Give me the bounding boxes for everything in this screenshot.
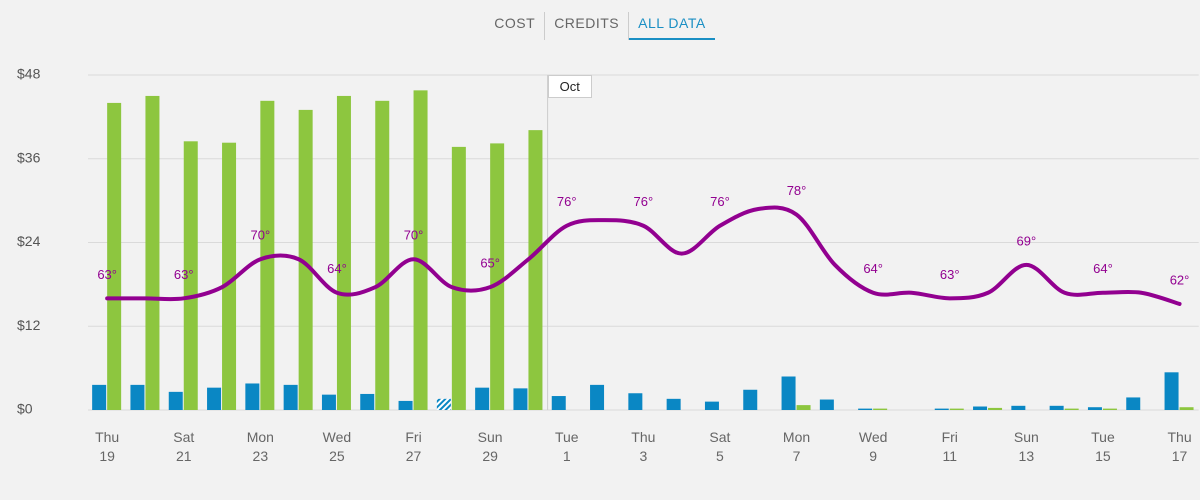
bar <box>934 408 949 410</box>
bar <box>283 384 298 410</box>
tab[interactable]: CREDITS <box>545 12 630 40</box>
bar <box>1049 405 1064 410</box>
bar <box>873 408 888 410</box>
bar <box>183 141 198 411</box>
bar <box>298 109 313 410</box>
bar <box>973 406 988 410</box>
data-label: 63° <box>97 267 117 282</box>
y-tick-label: $48 <box>17 66 41 82</box>
y-tick-label: $0 <box>17 401 33 417</box>
data-label: 70° <box>251 228 271 243</box>
bar <box>321 394 336 410</box>
bar <box>222 142 237 410</box>
x-tick-label: Mon 7 <box>782 429 811 464</box>
bar <box>513 388 528 410</box>
y-tick-label: $12 <box>17 317 41 333</box>
x-tick-label: Sun 13 <box>1013 429 1039 464</box>
data-label: 64° <box>863 261 883 276</box>
data-label: 70° <box>404 228 424 243</box>
bar <box>336 95 351 410</box>
bar <box>988 407 1003 410</box>
bar <box>704 401 719 410</box>
data-label: 69° <box>1017 233 1037 248</box>
bar <box>949 408 964 410</box>
bar <box>1126 397 1141 410</box>
bar <box>628 393 643 410</box>
y-tick-label: $36 <box>17 149 41 165</box>
bar <box>1179 407 1194 410</box>
x-tick-label: Sat 5 <box>709 429 731 464</box>
bar <box>436 398 451 410</box>
x-tick-label: Thu 19 <box>95 429 120 464</box>
y-tick-label: $24 <box>17 233 41 249</box>
bar <box>528 130 543 410</box>
bar <box>360 393 375 410</box>
data-label: 65° <box>480 256 500 271</box>
bar <box>145 95 160 410</box>
x-tick-label: Thu 17 <box>1167 429 1192 464</box>
bar <box>590 384 605 410</box>
bar <box>207 387 222 410</box>
data-label: 64° <box>327 261 347 276</box>
bar <box>107 102 122 411</box>
month-marker: Oct <box>547 75 592 98</box>
x-tick-label: Thu 3 <box>631 429 656 464</box>
data-label: 63° <box>940 267 960 282</box>
bar <box>1011 405 1026 410</box>
bar <box>130 384 145 410</box>
bar <box>858 408 873 410</box>
bar <box>413 90 428 411</box>
bar <box>666 398 681 410</box>
data-label: 78° <box>787 183 807 198</box>
x-tick-label: Tue 15 <box>1091 429 1115 464</box>
bar <box>1064 408 1079 410</box>
x-tick-label: Fri 11 <box>941 429 958 464</box>
temperature-line <box>105 205 1182 306</box>
x-tick-label: Wed 25 <box>322 429 352 464</box>
x-tick-label: Wed 9 <box>858 429 888 464</box>
bar <box>475 387 490 410</box>
bar <box>743 389 758 410</box>
tab[interactable]: COST <box>485 12 546 40</box>
x-tick-label: Tue 1 <box>554 429 579 464</box>
data-label: 63° <box>174 267 194 282</box>
data-label: 62° <box>1170 272 1190 287</box>
x-tick-label: Fri 27 <box>405 429 422 464</box>
bar <box>1164 372 1179 410</box>
data-label: 76° <box>710 194 730 209</box>
bar <box>796 405 811 410</box>
bar <box>490 143 505 411</box>
x-tick-label: Mon 23 <box>246 429 274 464</box>
tabs: COST CREDITS ALL DATA <box>0 12 1200 40</box>
data-label: 64° <box>1093 261 1113 276</box>
x-tick-label: Sat 21 <box>173 429 195 464</box>
bar <box>1102 408 1117 410</box>
data-label: 76° <box>634 194 654 209</box>
data-label: 76° <box>557 194 577 209</box>
bar <box>245 383 260 410</box>
bar <box>375 100 390 411</box>
bar <box>781 376 796 410</box>
tab[interactable]: ALL DATA <box>629 12 715 40</box>
bar <box>819 399 834 410</box>
bar <box>92 384 107 410</box>
bar <box>1087 407 1102 410</box>
x-tick-label: Sun 29 <box>477 429 503 464</box>
bar <box>451 146 466 410</box>
bar <box>398 400 413 410</box>
bar <box>551 396 566 410</box>
bar <box>168 391 183 410</box>
